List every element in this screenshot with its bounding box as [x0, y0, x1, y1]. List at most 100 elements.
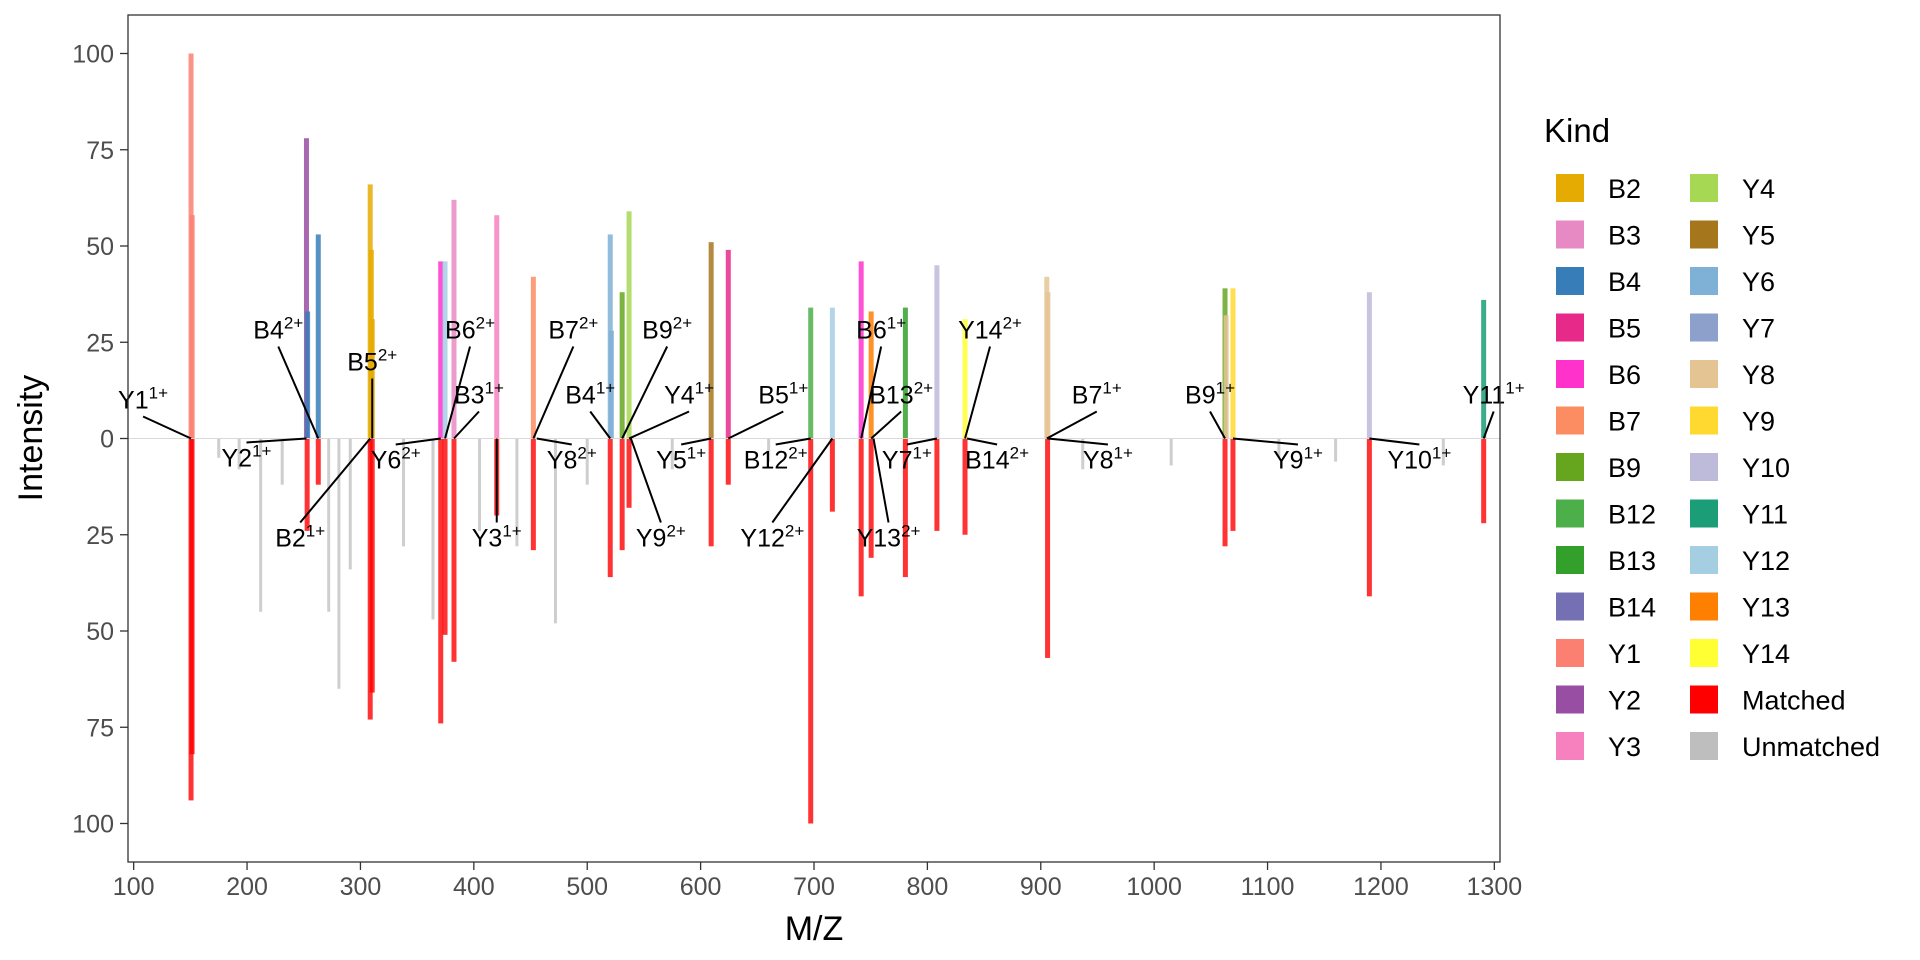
legend-label-unmatched: Unmatched [1742, 732, 1880, 762]
legend-label-y9: Y9 [1742, 407, 1775, 437]
y-tick-label--100: 100 [72, 811, 114, 839]
predicted-peak-b6-21 [858, 261, 864, 439]
ion-label-leader-y13-21 [872, 438, 890, 523]
legend-item-y8: Y8 [1690, 360, 1775, 390]
ion-label-b12-2plus: B122+ [744, 444, 808, 475]
legend-item-y13: Y13 [1690, 592, 1790, 623]
predicted-peak-y1-1 [189, 215, 195, 439]
legend-label-y8: Y8 [1742, 360, 1775, 390]
observed-peak-matched-12 [369, 438, 375, 693]
ion-label-y11-1plus: Y111+ [1463, 379, 1525, 410]
predicted-peak-y12-9 [442, 261, 448, 439]
ion-labels-layer: Y11+ Y21+ B42+ B21+ B52+ Y62+ B62+ B31+ Y31+ B72+… [118, 314, 1525, 553]
predicted-peak-b7-12 [530, 276, 536, 439]
ion-label-leader-y6-5 [395, 437, 441, 446]
legend-label-b13: B13 [1608, 546, 1656, 576]
y-tick-label--75: 75 [86, 714, 114, 742]
legend-label-b9: B9 [1608, 453, 1641, 483]
legend-label-b4: B4 [1608, 267, 1641, 297]
observed-peak-unmatched-30 [767, 438, 771, 462]
observed-peak-unmatched-2 [217, 438, 221, 458]
legend-item-y6: Y6 [1690, 267, 1775, 297]
x-axis-title: M/Z [785, 910, 844, 948]
observed-peak-matched-45 [1366, 438, 1372, 597]
observed-peak-unmatched-43 [1277, 438, 1281, 458]
x-tick-label-1300: 1300 [1467, 873, 1523, 901]
ion-label-b13-2plus: B132+ [869, 379, 933, 410]
legend-swatch-b13 [1556, 546, 1584, 574]
legend-swatch-y3 [1556, 732, 1584, 760]
legend-swatch-y8 [1690, 360, 1718, 388]
axes-layer: 100 200 300 400 500 600 700 800 900 1000 1100 1200 1… [72, 41, 1522, 902]
x-tick-label-1000: 1000 [1126, 873, 1182, 901]
predicted-peak-y12-20 [829, 307, 835, 439]
legend-item-b4: B4 [1556, 267, 1641, 297]
legend-swatch-b7 [1556, 406, 1584, 435]
y-axis-title: Intensity [12, 375, 50, 502]
predicted-peak-b9-15 [619, 292, 625, 439]
legend-swatch-unmatched [1690, 732, 1718, 760]
ion-label-b5-2plus: B52+ [347, 346, 397, 377]
ion-label-y14-2plus: Y142+ [958, 314, 1022, 345]
ion-label-leader-y8-26 [1047, 437, 1109, 446]
legend-label-y12: Y12 [1742, 546, 1790, 576]
ion-label-y8-1plus: Y81+ [1083, 444, 1133, 475]
legend-item-y14: Y14 [1690, 639, 1790, 669]
observed-peak-unmatched-4 [259, 438, 263, 612]
ion-label-leader-y11-30 [1482, 411, 1495, 439]
ion-label-b9-1plus: B91+ [1185, 379, 1235, 410]
legend-swatch-y11 [1690, 499, 1718, 528]
legend-swatch-b9 [1556, 453, 1584, 481]
legend-item-unmatched: Unmatched [1690, 732, 1880, 762]
ion-label-leader-y4-13 [628, 410, 690, 440]
legend: Kind B2 B3 B4 B5 B6 B7 B9 B12 B13 B14 Y1 Y2 Y3 Y4 Y5 Y6… [1544, 112, 1880, 762]
ion-label-y8-2plus: Y82+ [547, 444, 597, 475]
ion-label-leader-y12-18 [771, 437, 834, 524]
legend-label-b7: B7 [1608, 407, 1641, 437]
observed-peak-matched-32 [829, 438, 835, 512]
ion-label-y2-1plus: Y21+ [221, 442, 271, 473]
x-tick-label-800: 800 [907, 873, 949, 901]
legend-item-y1: Y1 [1556, 639, 1641, 669]
ion-label-y13-2plus: Y132+ [857, 522, 921, 553]
legend-label-b2: B2 [1608, 174, 1641, 204]
observed-peak-matched-31 [808, 438, 814, 824]
observed-peak-matched-1 [189, 438, 195, 755]
legend-swatch-b3 [1556, 220, 1584, 249]
y-tick-label--50: 50 [86, 618, 114, 646]
ion-label-y9-1plus: Y91+ [1273, 444, 1323, 475]
legend-swatch-y1 [1556, 639, 1584, 667]
legend-label-b12: B12 [1608, 500, 1656, 530]
observed-peak-unmatched-44 [1334, 438, 1338, 462]
observed-peak-matched-36 [934, 438, 940, 531]
ion-label-leader-b6-6 [444, 346, 471, 439]
ion-label-b7-1plus: B71+ [1072, 379, 1122, 410]
observed-peak-matched-16 [442, 438, 448, 635]
legend-label-y6: Y6 [1742, 267, 1775, 297]
x-tick-label-500: 500 [566, 873, 608, 901]
legend-swatch-y14 [1690, 639, 1718, 667]
legend-swatch-matched [1690, 685, 1718, 714]
legend-item-y7: Y7 [1690, 313, 1775, 344]
legend-label-y5: Y5 [1742, 221, 1775, 251]
predicted-peak-b12-19 [808, 307, 814, 439]
ion-label-leader-b9-12 [621, 346, 669, 439]
observed-peak-matched-28 [708, 438, 714, 547]
observed-peak-unmatched-5 [280, 438, 284, 485]
legend-swatch-y13 [1690, 592, 1718, 621]
observed-peak-unmatched-22 [553, 438, 557, 624]
legend-label-b5: B5 [1608, 314, 1641, 344]
predicted-peak-y9-30 [1230, 288, 1236, 439]
legend-swatch-b4 [1556, 267, 1584, 295]
legend-item-y11: Y11 [1690, 499, 1788, 530]
y-tick-label-0: 0 [100, 426, 114, 454]
legend-label-b6: B6 [1608, 360, 1641, 390]
legend-swatch-y12 [1690, 546, 1718, 574]
legend-label-matched: Matched [1742, 686, 1846, 716]
legend-swatch-b5 [1556, 313, 1584, 342]
ion-label-b14-2plus: B142+ [965, 444, 1029, 475]
ion-label-leader-b6-19 [860, 346, 883, 439]
ion-label-leader-b2-3 [299, 437, 371, 524]
ion-label-b6-2plus: B62+ [445, 314, 495, 345]
legend-swatch-y9 [1690, 406, 1718, 435]
